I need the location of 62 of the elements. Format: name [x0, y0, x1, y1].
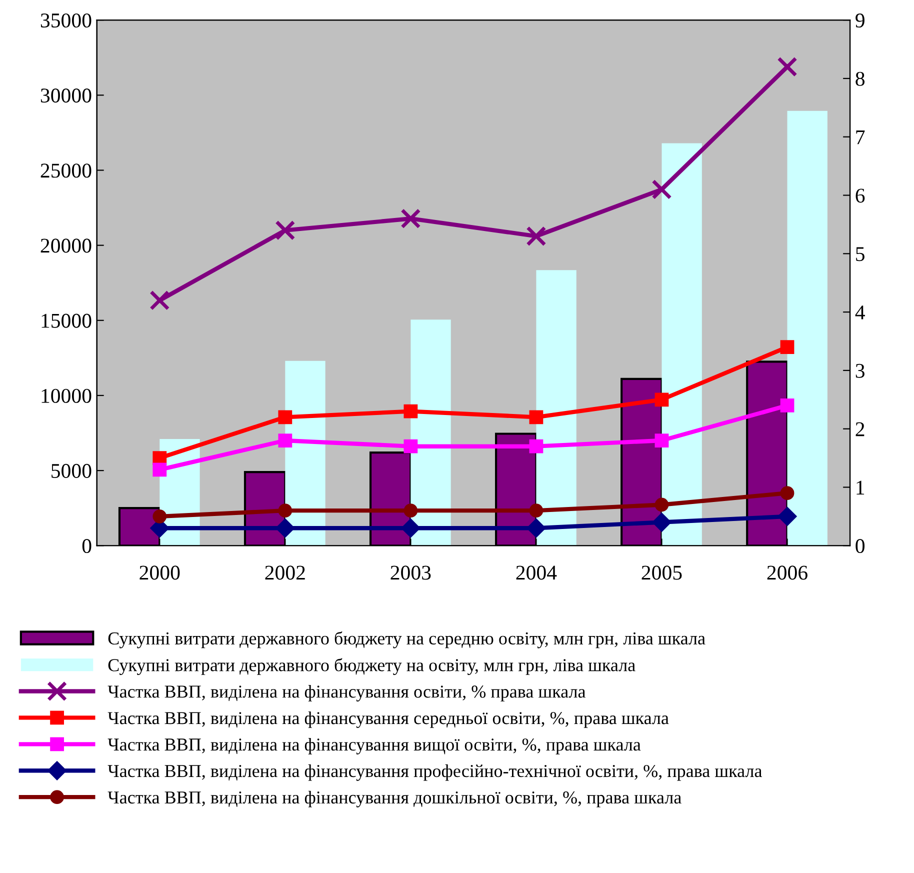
y-tick-label: 25000	[40, 164, 92, 178]
y-tick-label: 10000	[42, 388, 92, 403]
point	[654, 392, 669, 407]
point	[152, 462, 167, 477]
point	[278, 434, 292, 448]
y2-tick-label: 4	[855, 306, 865, 320]
bar	[787, 110, 828, 546]
point	[152, 509, 167, 524]
y2-tick-label: 5	[856, 247, 864, 262]
x-tick-label: 2005	[642, 566, 682, 580]
point	[652, 512, 672, 532]
bar	[536, 270, 576, 546]
point	[401, 518, 420, 538]
point	[278, 504, 292, 518]
legend-label: Частка ВВП, виділена на фінансування дошкільної освіти, %, права шкала	[108, 790, 682, 808]
y2-tick-label: 8	[856, 72, 865, 86]
y2-tick-label: 3	[856, 364, 864, 378]
y2-tick-label: 0	[856, 539, 865, 554]
point	[654, 434, 669, 448]
point	[526, 518, 546, 538]
y2-tick-label: 6	[856, 188, 865, 203]
point	[529, 439, 544, 454]
y-tick-label: 0	[82, 539, 92, 554]
legend-label: Частка ВВП, виділена на фінансування вищої освіти, %, права шкала	[108, 738, 641, 754]
point	[777, 56, 798, 77]
point	[529, 410, 544, 424]
bar	[662, 143, 702, 546]
point	[652, 179, 672, 200]
point	[404, 439, 418, 454]
x-tick-label: 2000	[140, 566, 180, 580]
point	[400, 208, 421, 229]
y-tick-label: 20000	[40, 238, 92, 253]
point	[780, 398, 794, 412]
y2-tick-label: 9	[856, 14, 864, 28]
legend-label: Частка ВВП, виділена на фінансування професійно-технічної освіти, %, права шкала	[108, 764, 762, 781]
y2-tick-label: 7	[856, 130, 865, 144]
point	[780, 340, 794, 354]
point	[778, 506, 797, 526]
y-tick-label: 30000	[40, 88, 92, 103]
point	[780, 486, 794, 500]
y-tick-label: 15000	[42, 314, 92, 328]
point	[276, 518, 295, 538]
x-tick-label: 2006	[767, 566, 808, 580]
y-tick-label: 5000	[52, 464, 92, 478]
y-tick-label: 35000	[40, 13, 92, 28]
legend-label: Сукупні витрати державного бюджету на середню освіту, млн грн, ліва шкала	[108, 631, 706, 648]
point	[404, 404, 418, 418]
point	[529, 504, 544, 518]
point	[654, 498, 669, 512]
x-tick-label: 2002	[265, 566, 305, 580]
point	[150, 290, 170, 310]
legend-label: Сукупні витрати державного бюджету на освіту, млн грн, ліва шкала	[108, 658, 636, 675]
point	[526, 226, 546, 246]
legend-label: Частка ВВП, виділена на фінансування освіти, % права шкала	[108, 685, 586, 702]
x-tick-label: 2003	[390, 566, 431, 580]
y2-tick-label: 1	[856, 480, 864, 494]
y2-tick-label: 2	[856, 422, 864, 436]
point	[404, 504, 418, 518]
point	[275, 220, 296, 240]
x-tick-label: 2004	[516, 566, 557, 580]
point	[278, 410, 292, 424]
legend-label: Частка ВВП, виділена на фінансування середньої освіти, %, права шкала	[108, 711, 669, 728]
